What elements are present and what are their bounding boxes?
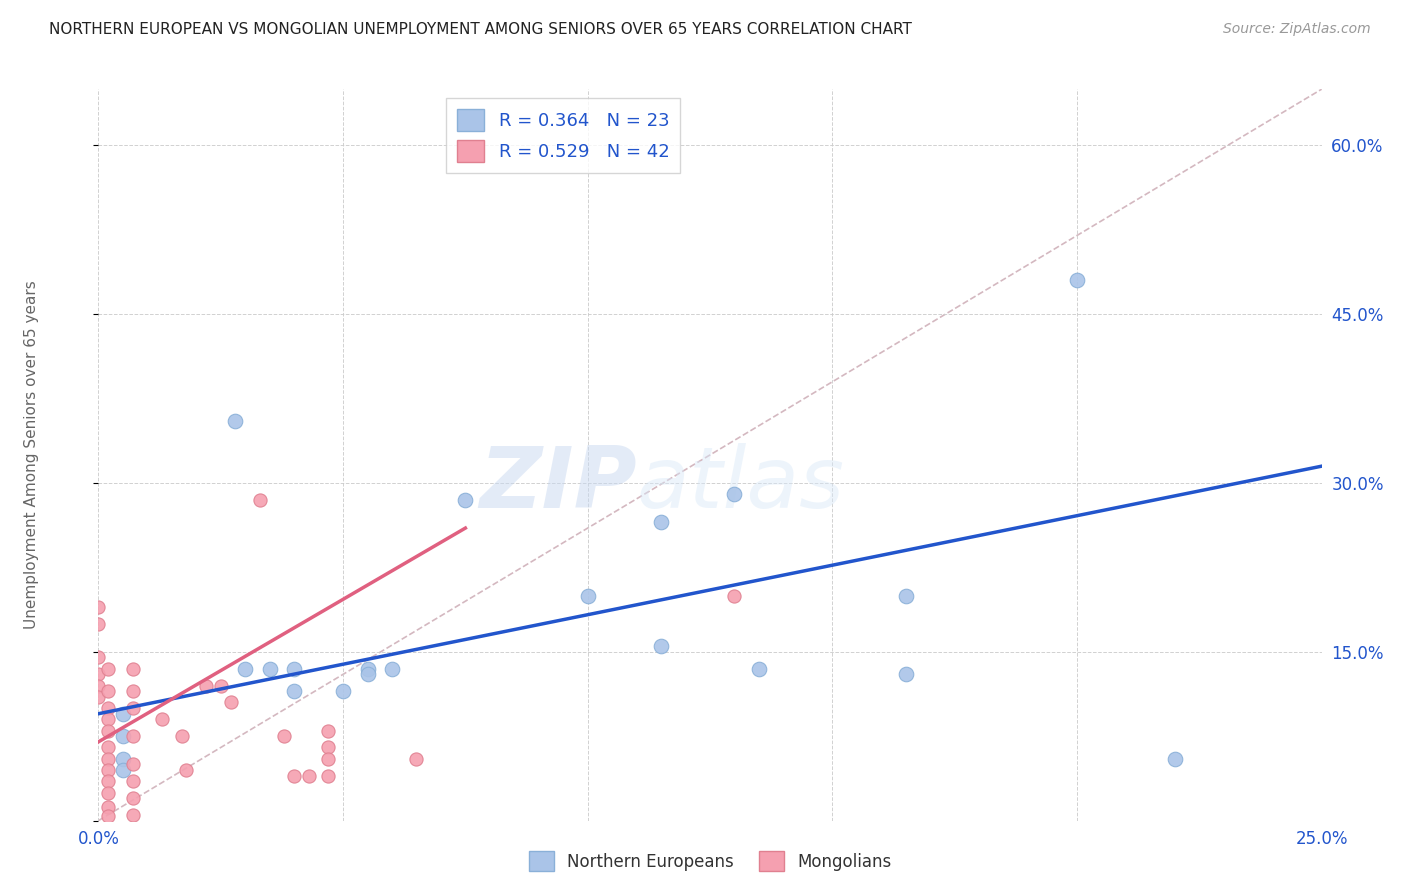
Point <box>405 752 427 766</box>
Point <box>723 487 745 501</box>
Point <box>723 589 745 603</box>
Point <box>111 763 134 777</box>
Point <box>87 690 110 704</box>
Point <box>219 696 242 710</box>
Point <box>259 662 281 676</box>
Text: ZIP: ZIP <box>479 442 637 525</box>
Point <box>97 763 120 777</box>
Point <box>283 684 305 698</box>
Point <box>381 662 404 676</box>
Text: Source: ZipAtlas.com: Source: ZipAtlas.com <box>1223 22 1371 37</box>
Point <box>97 785 120 799</box>
Point <box>318 740 340 755</box>
Text: Unemployment Among Seniors over 65 years: Unemployment Among Seniors over 65 years <box>24 281 38 629</box>
Point <box>97 752 120 766</box>
Text: atlas: atlas <box>637 442 845 525</box>
Point <box>1066 273 1088 287</box>
Point <box>97 684 120 698</box>
Point <box>121 662 143 676</box>
Point <box>111 729 134 743</box>
Legend: Northern Europeans, Mongolians: Northern Europeans, Mongolians <box>522 845 898 878</box>
Point <box>150 712 173 726</box>
Point <box>233 662 256 676</box>
Point <box>87 650 110 665</box>
Point <box>97 723 120 738</box>
Point <box>97 809 120 823</box>
Point <box>111 752 134 766</box>
Point <box>224 414 246 428</box>
Point <box>318 723 340 738</box>
Point <box>298 769 321 783</box>
Point <box>121 791 143 805</box>
Point <box>97 740 120 755</box>
Point <box>748 662 770 676</box>
Point <box>97 701 120 715</box>
Point <box>121 701 143 715</box>
Point <box>121 729 143 743</box>
Point <box>97 774 120 789</box>
Point <box>650 516 672 530</box>
Point <box>170 729 193 743</box>
Point <box>97 712 120 726</box>
Point <box>111 706 134 721</box>
Point <box>87 667 110 681</box>
Point <box>121 774 143 789</box>
Point <box>318 752 340 766</box>
Point <box>894 667 917 681</box>
Point <box>273 729 295 743</box>
Point <box>209 679 232 693</box>
Point <box>454 492 477 507</box>
Point <box>87 679 110 693</box>
Point <box>176 763 198 777</box>
Point <box>318 769 340 783</box>
Point <box>332 684 354 698</box>
Point <box>97 662 120 676</box>
Point <box>894 589 917 603</box>
Point <box>87 599 110 614</box>
Point <box>650 639 672 653</box>
Point <box>87 616 110 631</box>
Text: NORTHERN EUROPEAN VS MONGOLIAN UNEMPLOYMENT AMONG SENIORS OVER 65 YEARS CORRELAT: NORTHERN EUROPEAN VS MONGOLIAN UNEMPLOYM… <box>49 22 912 37</box>
Point <box>121 808 143 822</box>
Point <box>356 662 378 676</box>
Point <box>283 769 305 783</box>
Point <box>121 684 143 698</box>
Point <box>576 589 599 603</box>
Point <box>97 800 120 814</box>
Point <box>283 662 305 676</box>
Point <box>1164 752 1187 766</box>
Point <box>249 492 271 507</box>
Point <box>195 679 218 693</box>
Point <box>356 667 378 681</box>
Point <box>121 757 143 772</box>
